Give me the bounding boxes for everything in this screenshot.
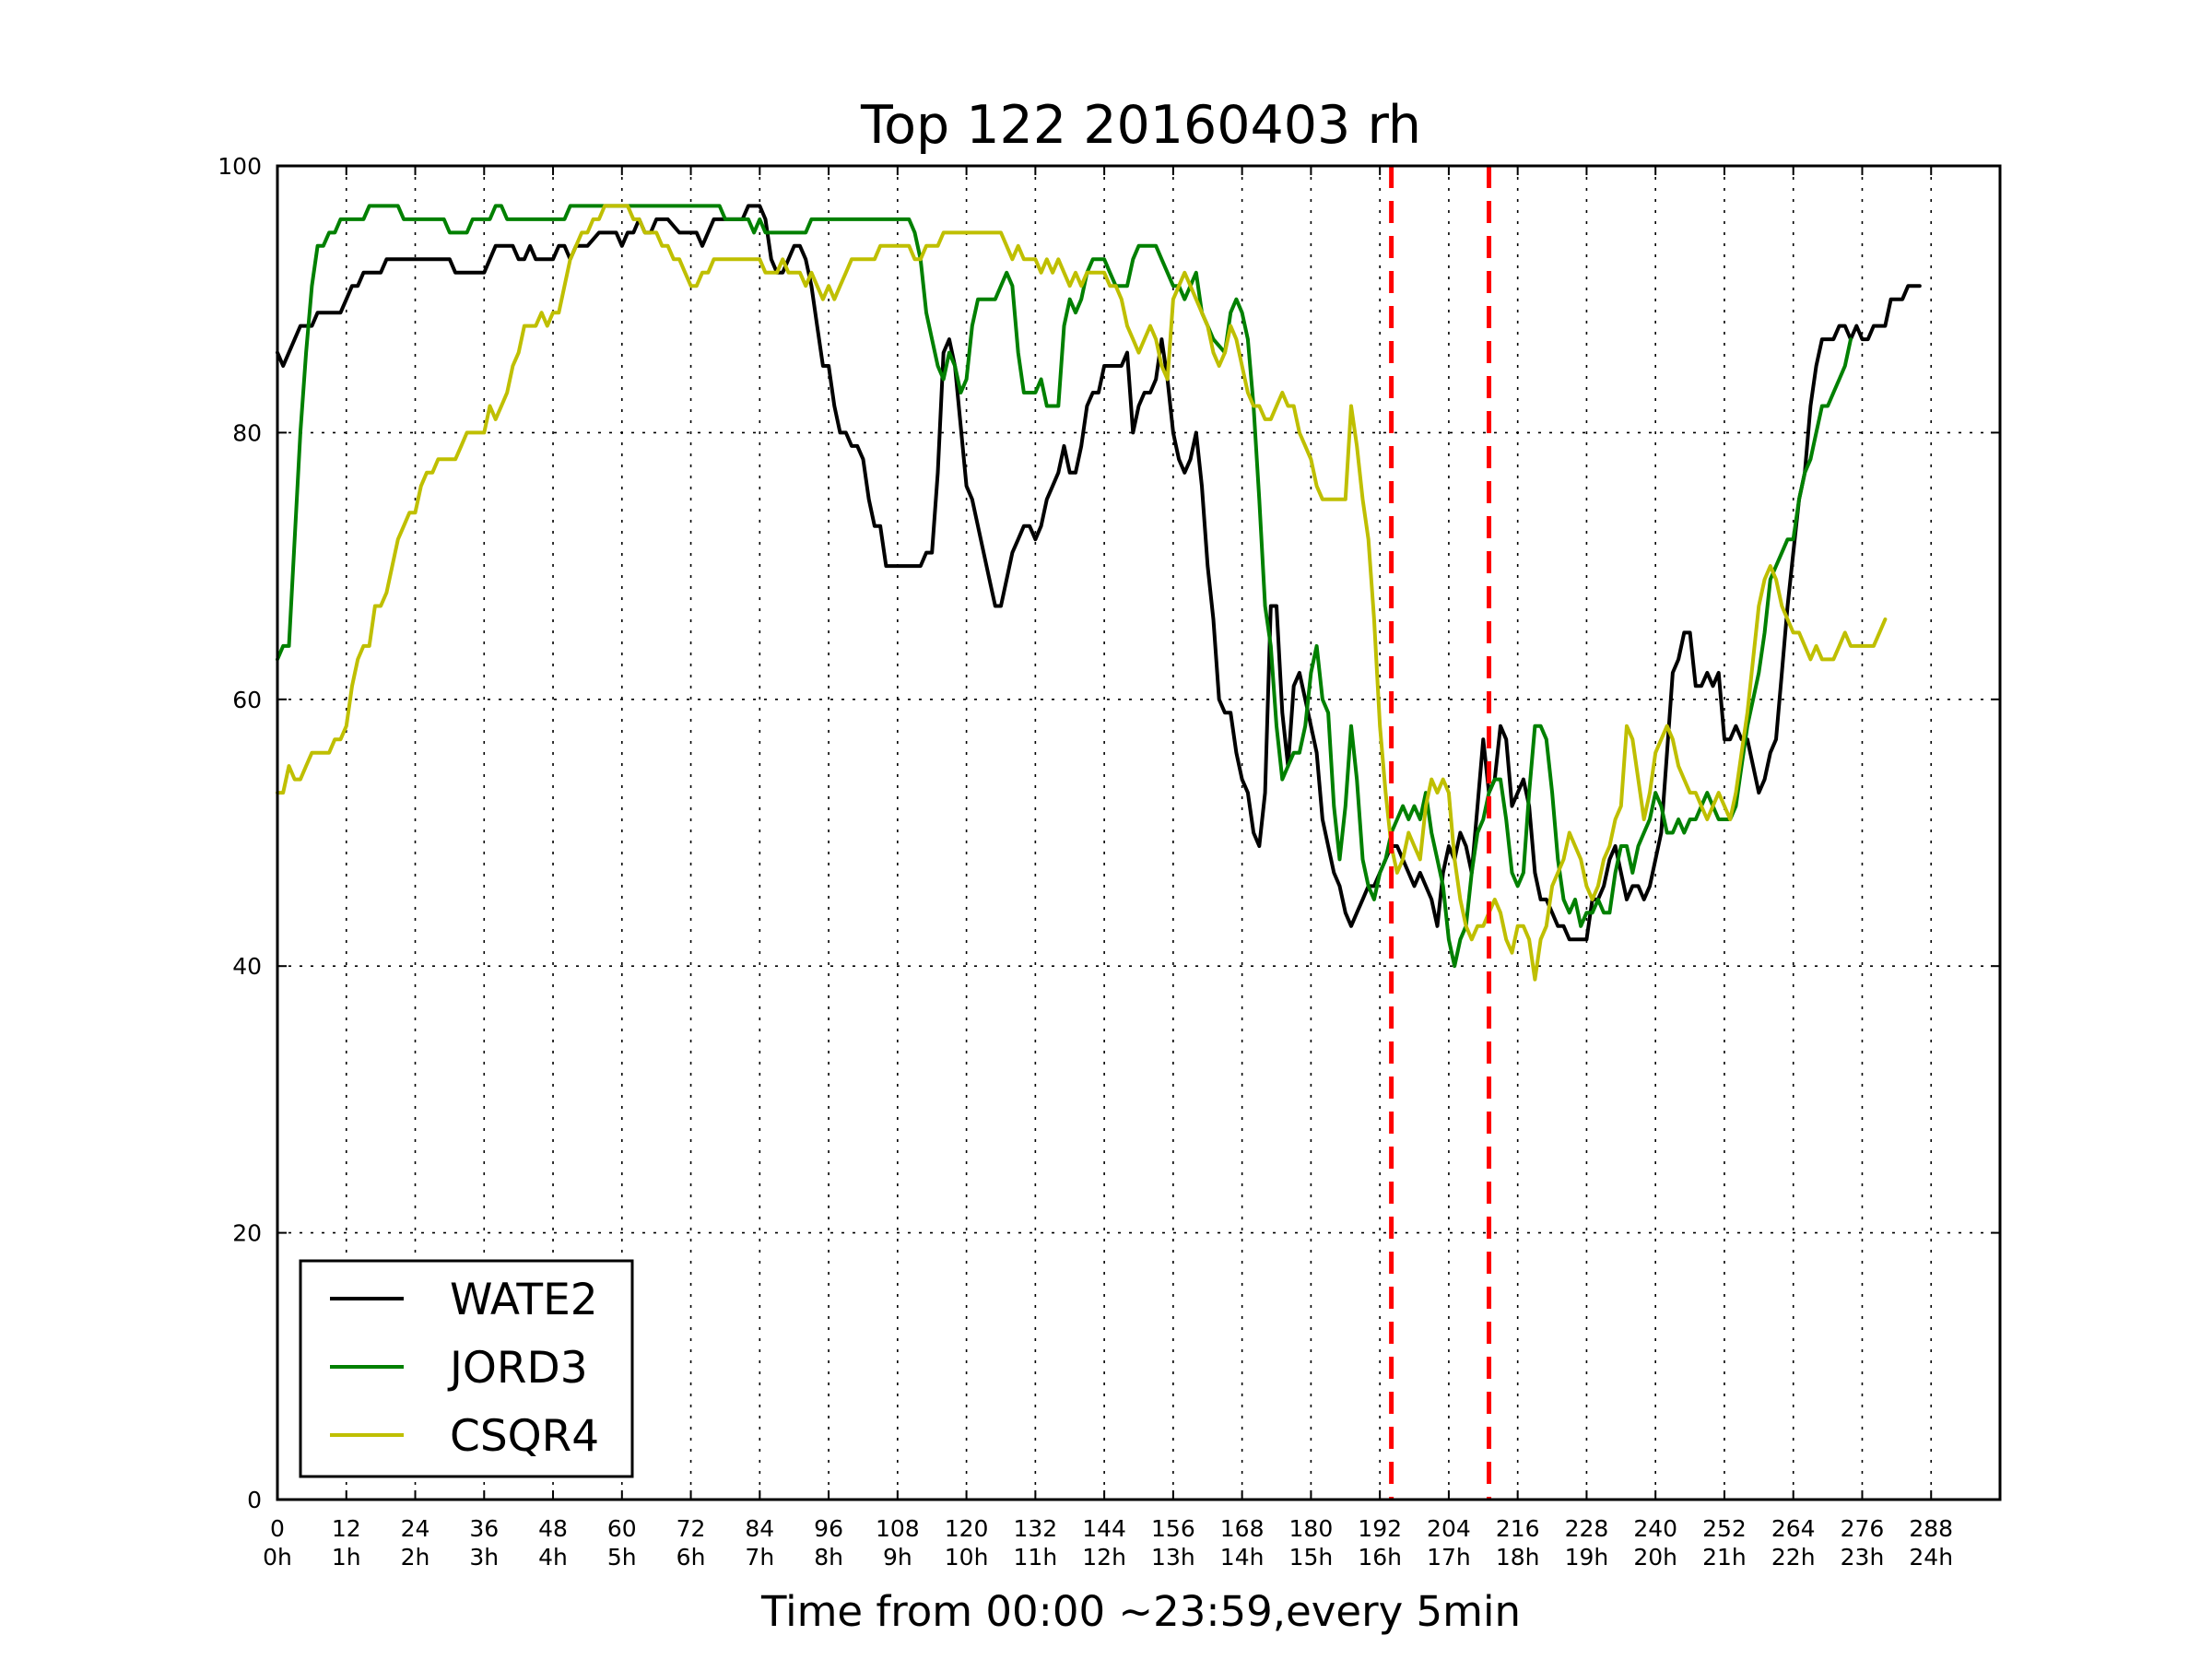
x-tick-label: 168 [1220,1515,1265,1542]
grid-lines [276,165,2000,1500]
x-tick-label: 108 [876,1515,920,1542]
x-tick-label: 60 [607,1515,637,1542]
x-tick-label-hour: 5h [607,1544,637,1571]
x-tick-label: 276 [1841,1515,1885,1542]
x-tick-label: 240 [1633,1515,1677,1542]
x-tick-label-hour: 8h [814,1544,843,1571]
series-line-wate2 [276,204,1922,942]
x-tick-label-hour: 18h [1496,1544,1540,1571]
x-tick-label: 12 [332,1515,361,1542]
x-tick-label: 48 [538,1515,568,1542]
series-lines [276,204,1922,982]
x-tick-label: 180 [1289,1515,1334,1542]
x-tick-label: 72 [677,1515,706,1542]
x-axis-label: Time from 00:00 ~23:59,every 5min [760,1587,1521,1636]
plot-area-frame [276,164,2002,1501]
x-tick-label-hour: 7h [745,1544,774,1571]
x-tick-label-hour: 12h [1082,1544,1126,1571]
x-tick-label: 264 [1771,1515,1816,1542]
x-tick-label-hour: 14h [1220,1544,1265,1571]
y-tick-label: 100 [218,153,262,180]
x-tick-label: 216 [1496,1515,1540,1542]
x-tick-label-hour: 22h [1771,1544,1816,1571]
x-tick-label-hour: 6h [677,1544,706,1571]
x-tick-label: 204 [1427,1515,1471,1542]
x-tick-label: 84 [745,1515,774,1542]
y-tick-label: 40 [232,953,262,980]
x-tick-label-hour: 3h [469,1544,499,1571]
x-tick-label-hour: 9h [883,1544,912,1571]
x-tick-label-hour: 2h [401,1544,430,1571]
x-tick-label-hour: 19h [1565,1544,1609,1571]
x-tick-label-hour: 0h [263,1544,292,1571]
y-tick-label: 20 [232,1220,262,1247]
x-tick-label: 0 [270,1515,285,1542]
x-tick-label: 24 [401,1515,430,1542]
x-tick-label: 288 [1909,1515,1953,1542]
axis-ticks [276,165,2000,1500]
x-tick-label-hour: 13h [1151,1544,1195,1571]
series-line-jord3 [276,204,1853,969]
x-tick-label: 132 [1014,1515,1058,1542]
x-tick-label: 192 [1358,1515,1402,1542]
legend: WATE2 JORD3 CSQR4 [299,1259,634,1478]
y-tick-label: 60 [232,687,262,713]
x-tick-label-hour: 16h [1358,1544,1402,1571]
x-tick-label: 96 [814,1515,843,1542]
x-tick-label: 252 [1702,1515,1747,1542]
x-tick-label: 36 [469,1515,499,1542]
x-tick-label-hour: 1h [332,1544,361,1571]
x-tick-label: 156 [1151,1515,1195,1542]
legend-label-wate2: WATE2 [450,1275,598,1325]
x-tick-label-hour: 24h [1909,1544,1953,1571]
x-tick-label-hour: 4h [538,1544,568,1571]
x-tick-label: 144 [1082,1515,1126,1542]
x-tick-label-hour: 10h [945,1544,989,1571]
chart-title: Top 122 20160403 rh [860,95,1421,156]
x-tick-label-hour: 20h [1633,1544,1677,1571]
x-tick-label-hour: 11h [1014,1544,1058,1571]
x-tick-label-hour: 17h [1427,1544,1471,1571]
legend-label-csqr4: CSQR4 [450,1411,599,1462]
x-tick-label: 120 [945,1515,989,1542]
x-tick-label-hour: 15h [1289,1544,1334,1571]
y-axis-tick-labels: 0 20 40 60 80 100 [218,153,262,1513]
x-tick-label-hour: 21h [1702,1544,1747,1571]
y-tick-label: 0 [247,1487,262,1513]
x-tick-label: 228 [1565,1515,1609,1542]
reference-lines [1389,166,1492,1500]
legend-label-jord3: JORD3 [447,1343,588,1394]
y-tick-label: 80 [232,419,262,446]
legend-items: WATE2 JORD3 CSQR4 [330,1275,599,1462]
x-tick-label-hour: 23h [1841,1544,1885,1571]
series-line-csqr4 [276,204,1888,982]
